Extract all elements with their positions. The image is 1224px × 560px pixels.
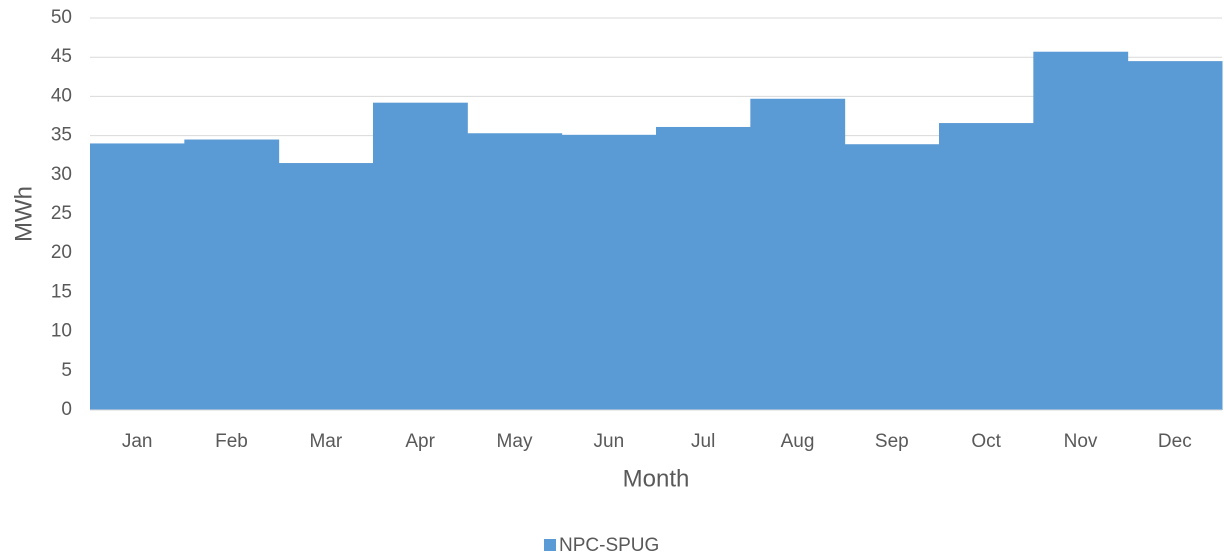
- y-tick-label: 40: [51, 85, 72, 106]
- x-tick-label: Sep: [875, 431, 909, 452]
- x-tick-label: Feb: [215, 431, 248, 452]
- bar: [844, 144, 940, 410]
- y-axis-label: MWh: [10, 186, 37, 242]
- y-tick-label: 45: [51, 46, 72, 67]
- y-tick-label: 35: [51, 125, 72, 146]
- x-tick-label: Dec: [1158, 431, 1192, 452]
- bar: [1033, 51, 1129, 410]
- x-tick-label: Jan: [122, 431, 153, 452]
- x-tick-label: Mar: [309, 431, 342, 452]
- bar: [561, 134, 657, 411]
- y-tick-label: 0: [61, 399, 72, 420]
- x-tick-label: Jul: [691, 431, 715, 452]
- bar: [278, 163, 374, 410]
- bar: [373, 102, 468, 410]
- y-tick-label: 10: [51, 321, 72, 342]
- y-tick-label: 5: [61, 360, 72, 381]
- y-tick-label: 25: [51, 203, 72, 224]
- bar: [1127, 61, 1223, 411]
- bar: [467, 133, 563, 411]
- y-tick-label: 30: [51, 164, 72, 185]
- x-tick-label: Apr: [405, 431, 435, 452]
- legend-swatch: [544, 539, 556, 551]
- bar: [939, 123, 1034, 410]
- bar: [750, 98, 846, 410]
- y-tick-label: 50: [51, 7, 72, 28]
- legend-label: NPC-SPUG: [559, 535, 659, 556]
- x-tick-label: Jun: [594, 431, 625, 452]
- x-tick-label: Aug: [781, 431, 815, 452]
- y-tick-label: 20: [51, 242, 72, 263]
- x-tick-label: Oct: [971, 431, 1001, 452]
- x-axis-label: Month: [623, 465, 690, 492]
- y-tick-label: 15: [51, 281, 72, 302]
- bar: [184, 139, 280, 410]
- x-tick-label: Nov: [1064, 431, 1098, 452]
- x-tick-label: May: [497, 431, 533, 452]
- bar: [656, 126, 751, 410]
- bar: [90, 143, 185, 410]
